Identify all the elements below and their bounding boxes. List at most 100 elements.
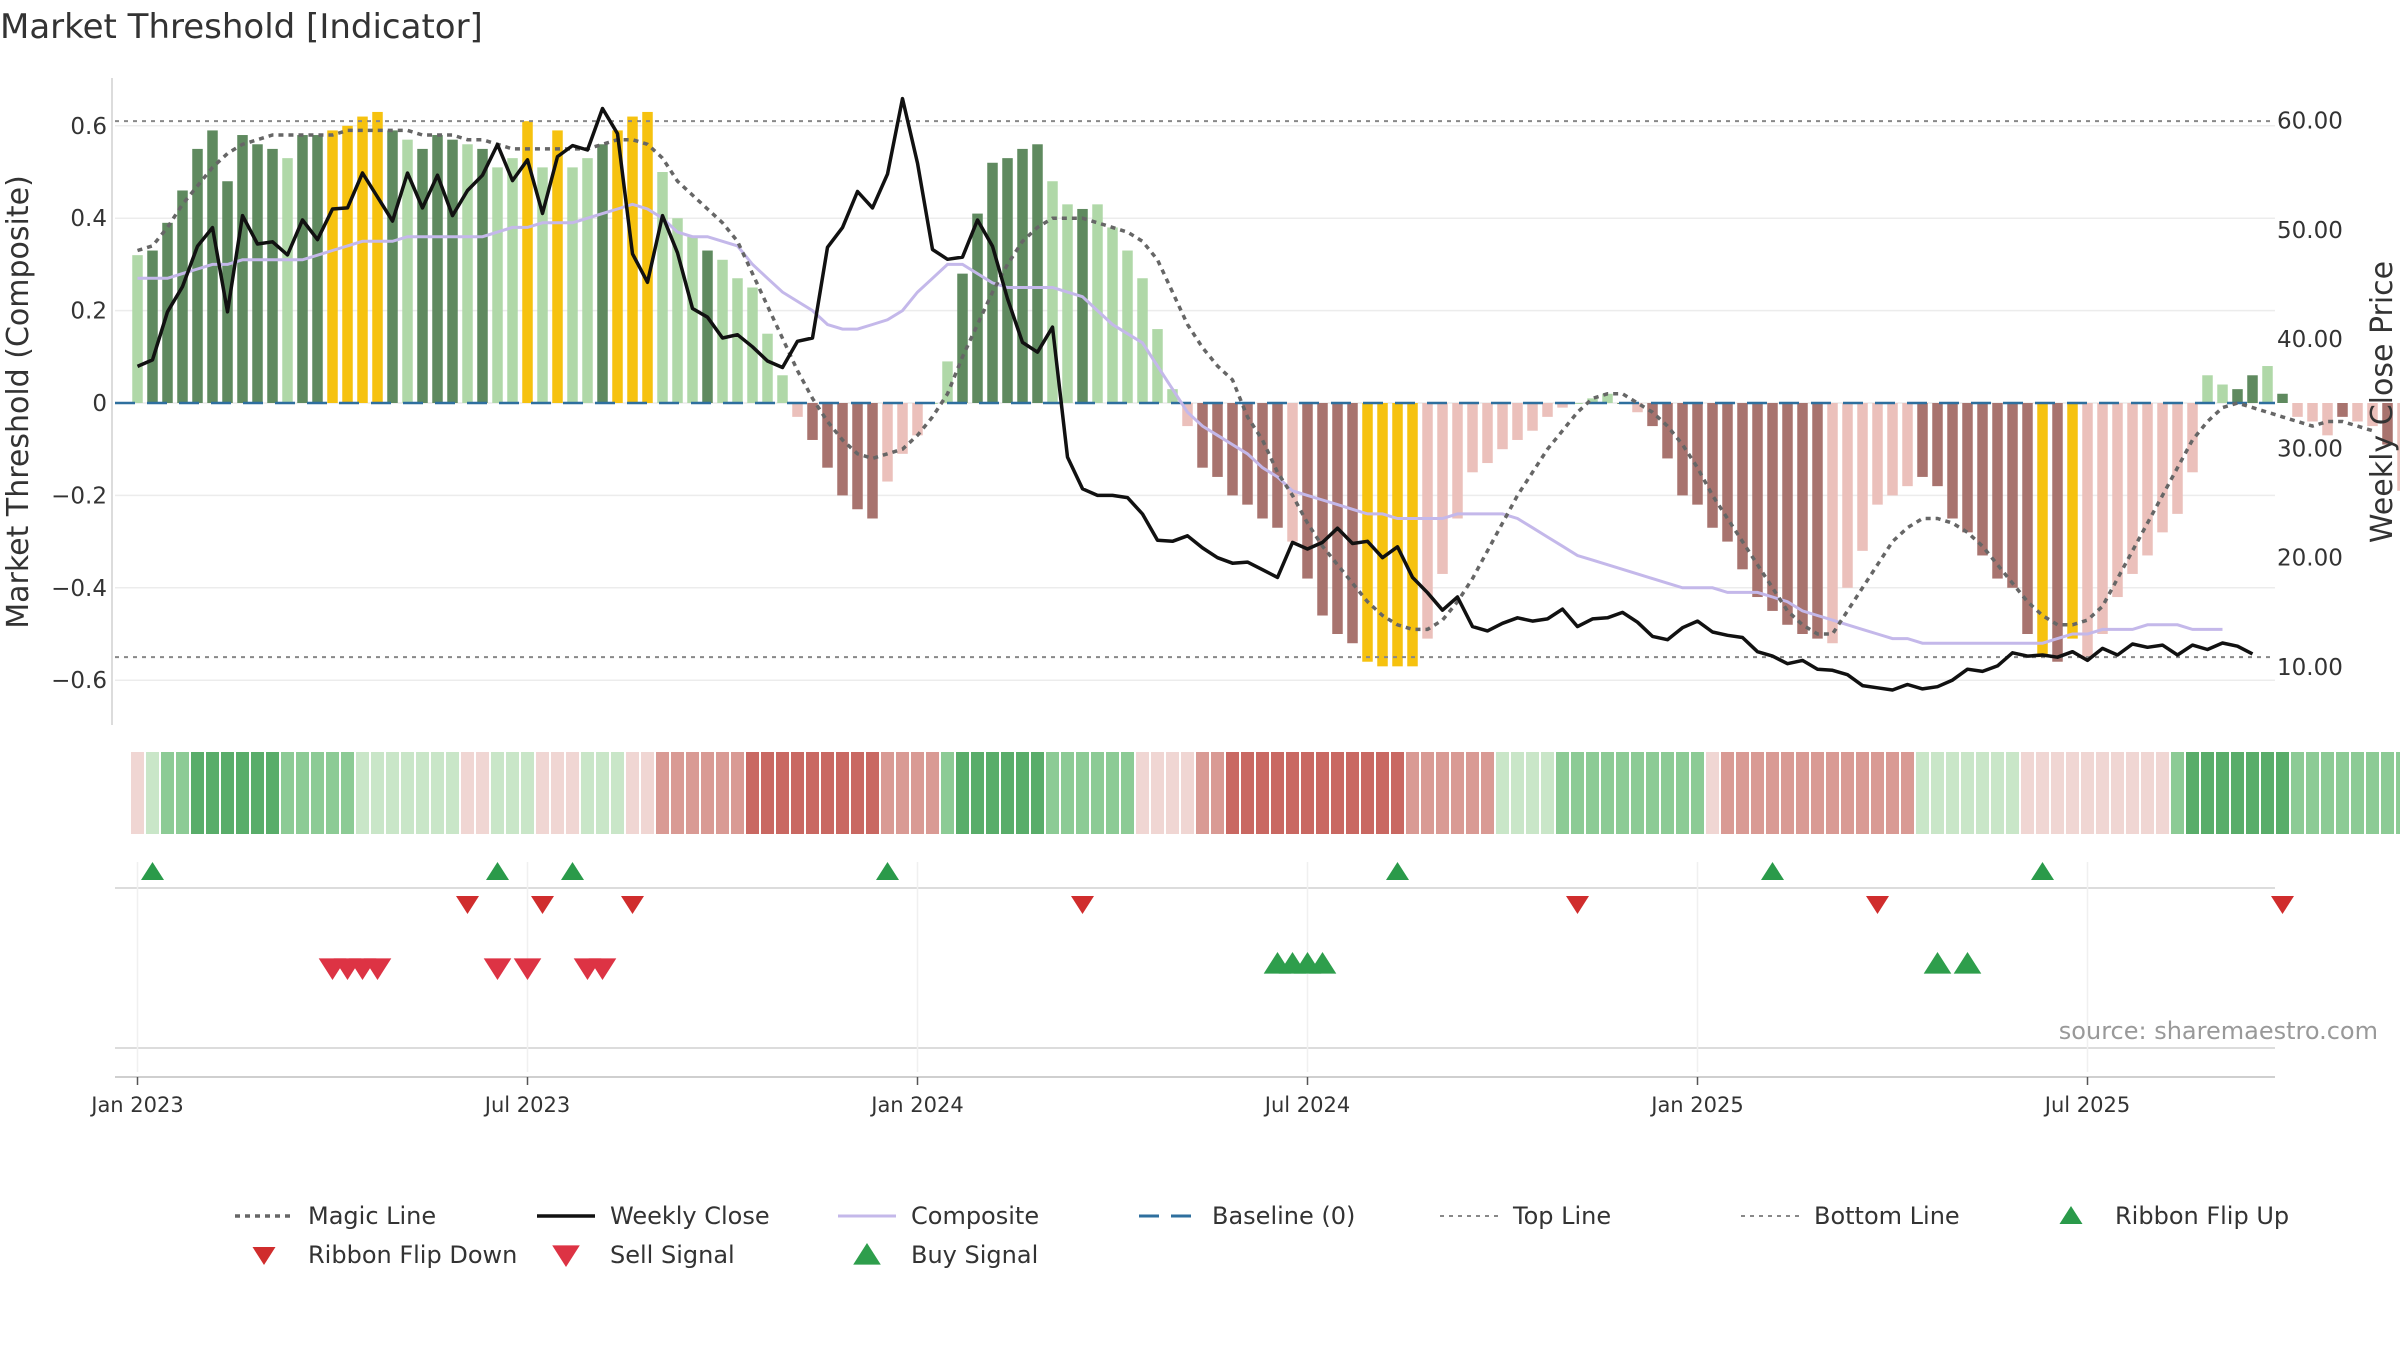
- ribbon-cell-37: [686, 752, 699, 834]
- ribbon-cell-10: [281, 752, 294, 834]
- bar-96: [1572, 403, 1583, 404]
- bar-107: [1737, 403, 1748, 570]
- bar-30: [582, 158, 593, 403]
- ribbon-cell-142: [2261, 752, 2274, 834]
- ribbon-cell-21: [446, 752, 459, 834]
- ribbon-cell-78: [1301, 752, 1314, 834]
- ribbon-cell-18: [401, 752, 414, 834]
- ribbon-cell-106: [1721, 752, 1734, 834]
- ribbon-cell-24: [491, 752, 504, 834]
- y2-tick-label: 30.00: [2277, 436, 2343, 462]
- buy-signal-marker-3: [1308, 952, 1337, 974]
- legend-label: Baseline (0): [1212, 1202, 1355, 1230]
- bar-67: [1137, 278, 1148, 403]
- weekly-close-line: [136, 96, 2254, 692]
- bar-51: [897, 403, 908, 454]
- ribbon-cell-51: [896, 752, 909, 834]
- bar-65: [1107, 227, 1118, 403]
- legend-item-0: Magic Line: [235, 1202, 436, 1230]
- y-tick-label: −0.4: [51, 576, 107, 602]
- bar-151: [2397, 403, 2400, 491]
- bar-82: [1362, 403, 1373, 662]
- ribbon-cell-62: [1061, 752, 1074, 834]
- ribbon-cell-61: [1046, 752, 1059, 834]
- ribbon-cell-114: [1841, 752, 1854, 834]
- ribbon-cell-6: [221, 752, 234, 834]
- source-note: source: sharemaestro.com: [2059, 1017, 2378, 1045]
- bar-122: [1962, 403, 1973, 533]
- ribbon-cell-120: [1931, 752, 1944, 834]
- bar-75: [1257, 403, 1268, 519]
- bar-92: [1512, 403, 1523, 440]
- bar-52: [912, 403, 923, 436]
- bar-117: [1887, 403, 1898, 496]
- bar-21: [447, 139, 458, 403]
- legend-label: Ribbon Flip Down: [308, 1241, 517, 1269]
- ribbon-cell-134: [2141, 752, 2154, 834]
- bar-61: [1047, 181, 1058, 403]
- bar-84: [1392, 403, 1403, 667]
- ribbon-cell-124: [1991, 752, 2004, 834]
- ribbon-cell-135: [2156, 752, 2169, 834]
- ribbon-cell-63: [1076, 752, 1089, 834]
- ribbon-flip-up-marker-0: [141, 862, 164, 880]
- ribbon-cell-69: [1166, 752, 1179, 834]
- ribbon-cell-38: [701, 752, 714, 834]
- bar-69: [1167, 389, 1178, 403]
- bar-93: [1527, 403, 1538, 431]
- ribbon-cell-41: [746, 752, 759, 834]
- ribbon-cell-92: [1511, 752, 1524, 834]
- ribbon-cell-60: [1031, 752, 1044, 834]
- bar-131: [2097, 403, 2108, 634]
- ribbon-cell-136: [2171, 752, 2184, 834]
- bar-124: [1992, 403, 2003, 579]
- ribbon-cell-139: [2216, 752, 2229, 834]
- ribbon-flip-up-marker-4: [1386, 862, 1409, 880]
- legend-item-4: Top Line: [1440, 1202, 1611, 1230]
- ribbon-cell-80: [1331, 752, 1344, 834]
- ribbon-cell-36: [671, 752, 684, 834]
- x-tick-label: Jan 2024: [869, 1093, 964, 1117]
- ribbon-cell-99: [1616, 752, 1629, 834]
- ribbon-cell-26: [521, 752, 534, 834]
- ribbon-cell-67: [1136, 752, 1149, 834]
- axes: 0.6 0.4 0.2 0 −0.2 −0.4 −0.6 60.00 50.00 40.00 30.…: [51, 78, 2343, 725]
- bar-137: [2187, 403, 2198, 473]
- bar-43: [777, 375, 788, 403]
- bar-145: [2307, 403, 2318, 422]
- ribbon-flip-up-marker-2: [561, 862, 584, 880]
- ribbon-cell-54: [941, 752, 954, 834]
- ribbon-cell-102: [1661, 752, 1674, 834]
- ribbon-cell-146: [2321, 752, 2334, 834]
- bar-12: [312, 135, 323, 404]
- bar-106: [1722, 403, 1733, 542]
- ribbon-cell-151: [2396, 752, 2400, 834]
- bar-121: [1947, 403, 1958, 519]
- ribbon-cell-123: [1976, 752, 1989, 834]
- bar-16: [372, 111, 383, 403]
- ribbon-cell-35: [656, 752, 669, 834]
- ribbon-cell-1: [146, 752, 159, 834]
- bar-38: [702, 250, 713, 403]
- ribbon-cell-46: [821, 752, 834, 834]
- ribbon-flip-down-marker-0: [456, 896, 479, 914]
- ribbon-cell-138: [2201, 752, 2214, 834]
- ribbon-cell-140: [2231, 752, 2244, 834]
- ribbon-cell-105: [1706, 752, 1719, 834]
- x-tick-label: Jan 2025: [1649, 1093, 1744, 1117]
- bar-26: [522, 121, 533, 404]
- ribbon: [131, 752, 2400, 834]
- bar-111: [1797, 403, 1808, 634]
- ribbon-cell-13: [326, 752, 339, 834]
- legend-swatch-buy: [853, 1243, 881, 1265]
- ribbon-cell-40: [731, 752, 744, 834]
- legend-label: Magic Line: [308, 1202, 436, 1230]
- bar-50: [882, 403, 893, 482]
- ribbon-cell-97: [1586, 752, 1599, 834]
- bar-66: [1122, 250, 1133, 403]
- composite-line: [137, 202, 2223, 645]
- ribbon-cell-149: [2366, 752, 2379, 834]
- legend-item-1: Weekly Close: [537, 1202, 770, 1230]
- ribbon-cell-100: [1631, 752, 1644, 834]
